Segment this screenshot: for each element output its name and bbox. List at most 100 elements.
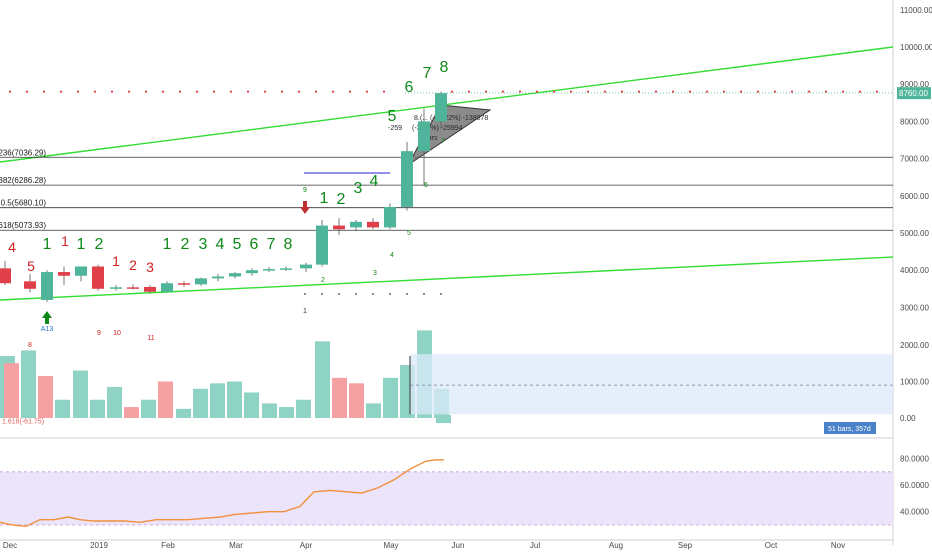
support-dot <box>389 293 391 295</box>
seq-low-green: 5 <box>233 236 242 253</box>
volume-bar <box>90 399 105 418</box>
grid-lines <box>0 0 894 545</box>
candles <box>0 91 447 302</box>
volume-bar <box>55 399 70 418</box>
small-count-label: 8 <box>28 342 32 349</box>
price-axis: 0.00 1000.00 2000.00 3000.00 4000.00 5000.00 6… <box>897 6 932 423</box>
time-tick-label: Apr <box>300 541 313 550</box>
time-tick-label: 2019 <box>90 541 108 550</box>
candle-body <box>401 151 413 207</box>
seq-low-green: 8 <box>284 236 293 253</box>
resistance-dot <box>280 90 284 93</box>
time-tick-label: Aug <box>609 541 623 550</box>
volume-fib-label: 1.618(-61.75) <box>2 418 44 425</box>
resistance-dot <box>620 90 624 93</box>
candle-body <box>58 272 70 276</box>
resistance-dot <box>59 90 63 93</box>
bars-badge <box>824 422 876 434</box>
resistance-dot <box>467 90 471 93</box>
volume-bar <box>107 386 122 418</box>
volume-bar <box>436 415 451 424</box>
resistance-dot <box>382 90 386 93</box>
support-dot <box>321 293 323 295</box>
volume-bar <box>383 377 398 418</box>
measure-line2: (-3.12%) -25994 <box>412 125 463 132</box>
resistance-dot <box>110 90 114 93</box>
candle-body <box>75 266 87 276</box>
resistance-dot <box>654 90 658 93</box>
small-count-label: 3 <box>373 270 377 277</box>
resistance-dot <box>603 90 607 93</box>
a13-label: A13 <box>41 326 54 333</box>
candle-body <box>229 273 241 277</box>
small-count-label: 2 <box>321 277 325 284</box>
candle-body <box>435 93 447 122</box>
resistance-dot <box>212 90 216 93</box>
fib-level-label: 0.382(6286.28) <box>0 176 46 185</box>
small-count-label: 7 <box>441 138 445 145</box>
resistance-dot <box>161 90 165 93</box>
candle-body <box>350 221 362 228</box>
candle-body <box>333 225 345 230</box>
resistance-dot <box>841 90 845 93</box>
volume-bar <box>210 383 225 418</box>
resistance-dot <box>331 90 335 93</box>
last-price-label: 8760.00 <box>899 89 928 98</box>
measure-line1b: -259 <box>388 125 402 132</box>
seq-mid-1: 1 <box>320 190 329 207</box>
osc-tick-label: 80.0000 <box>900 455 929 464</box>
support-dot <box>440 293 442 295</box>
fib-retracement[interactable]: 0.236(7036.29) 0.382(6286.28) 0.5(5680.10)… <box>0 90 893 295</box>
seq-low-green: 6 <box>250 236 259 253</box>
time-axis: Dec 2019 Feb Mar Apr May Jun Jul Aug Sep Oct Nov <box>3 541 845 550</box>
resistance-dot <box>688 90 692 93</box>
resistance-dot <box>263 90 267 93</box>
resistance-dot <box>807 90 811 93</box>
resistance-dot <box>8 90 12 93</box>
seq-top-5: 5 <box>388 108 397 125</box>
seq-low-green: 1 <box>163 236 172 253</box>
resistance-dot <box>501 90 505 93</box>
bars-badge-text: 51 bars, 357d <box>828 426 871 433</box>
seq-low-green: 3 <box>199 236 208 253</box>
volume-bar <box>158 381 173 418</box>
volume-measure-range <box>410 354 893 415</box>
fib-level-label: 0.236(7036.29) <box>0 148 46 157</box>
last-price-badge <box>897 87 931 100</box>
osc-tick-label: 40.0000 <box>900 508 929 517</box>
measure-tool[interactable]: 51 bars, 357d 8.(... (-14.22%) -138878 -25… <box>388 104 893 434</box>
volume-bar <box>193 388 208 418</box>
candle-body <box>212 276 224 279</box>
resistance-dot <box>722 90 726 93</box>
support-dot <box>423 293 425 295</box>
resistance-dot <box>790 90 794 93</box>
candle-body <box>367 221 379 228</box>
price-tick-label: 1000.00 <box>900 378 929 387</box>
resistance-dot <box>773 90 777 93</box>
volume-bar <box>366 403 381 418</box>
seq-low-green: 2 <box>95 236 104 253</box>
seq-low-red: 1 <box>112 253 120 269</box>
time-tick-label: Nov <box>831 541 845 550</box>
candle-body <box>280 268 292 270</box>
resistance-dot <box>314 90 318 93</box>
price-tick-label: 7000.00 <box>900 155 929 164</box>
small-count-label: 11 <box>147 335 154 342</box>
osc-line <box>0 459 444 528</box>
volume-bar <box>349 383 364 418</box>
resistance-dot <box>144 90 148 93</box>
osc-tick-label: 60.0000 <box>900 481 929 490</box>
price-tick-label: 8000.00 <box>900 117 929 126</box>
candle-body <box>144 286 156 292</box>
candle-body <box>246 270 258 274</box>
candle-body <box>384 206 396 228</box>
seq-low-red: 3 <box>146 259 154 275</box>
candle-body <box>24 281 36 289</box>
resistance-dot <box>450 90 454 93</box>
osc-band <box>0 471 893 525</box>
candle-body <box>316 225 328 265</box>
support-dot <box>338 293 340 295</box>
volume-bar <box>244 392 259 418</box>
